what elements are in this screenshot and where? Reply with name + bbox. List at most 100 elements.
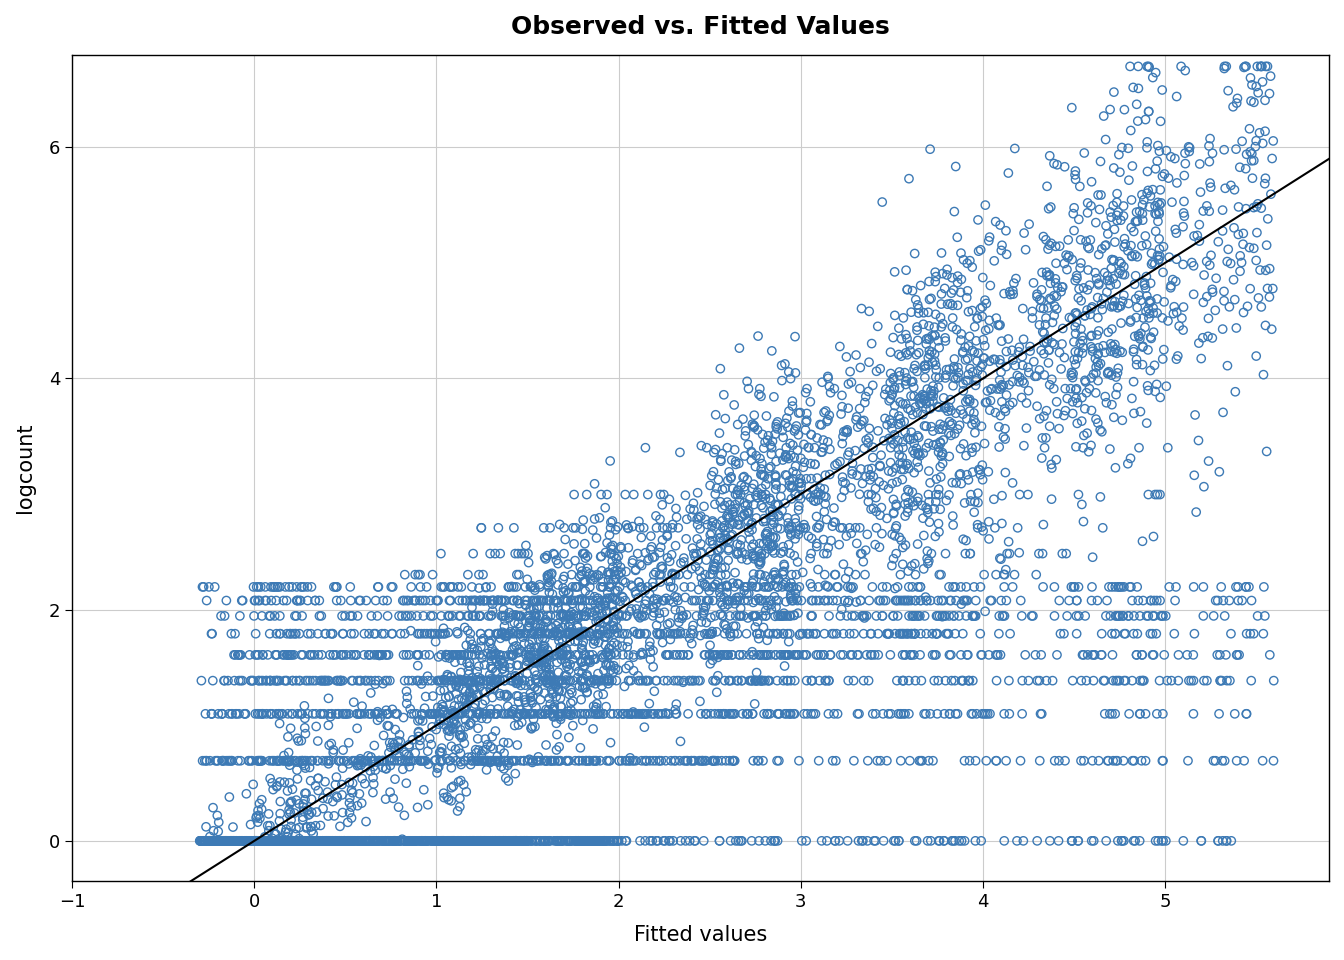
Point [258, 833, 280, 849]
Point [1257, 59, 1278, 74]
Point [1048, 238, 1070, 253]
Point [1111, 609, 1133, 624]
Point [775, 416, 797, 431]
Point [444, 714, 465, 730]
Point [883, 382, 905, 397]
Point [402, 833, 423, 849]
Point [560, 833, 582, 849]
Point [1133, 673, 1154, 688]
Point [1145, 161, 1167, 177]
Point [1035, 232, 1056, 248]
Point [825, 753, 847, 768]
Point [1103, 84, 1125, 100]
Point [515, 707, 536, 722]
Point [804, 482, 825, 497]
Point [277, 833, 298, 849]
Point [789, 579, 810, 594]
Point [194, 833, 215, 849]
Point [735, 423, 757, 439]
Point [1192, 579, 1214, 594]
Point [641, 707, 663, 722]
Point [278, 833, 300, 849]
Point [343, 833, 364, 849]
Point [392, 761, 414, 777]
Point [1193, 268, 1215, 283]
Point [745, 673, 766, 688]
Point [396, 609, 418, 624]
Point [1168, 673, 1189, 688]
Point [316, 833, 337, 849]
Point [879, 431, 900, 446]
Point [1165, 274, 1187, 289]
Point [548, 673, 570, 688]
Point [425, 707, 446, 722]
Point [622, 663, 644, 679]
Point [1067, 416, 1089, 431]
Point [1159, 579, 1180, 594]
Point [538, 675, 559, 690]
Point [284, 833, 305, 849]
Point [250, 833, 271, 849]
Point [708, 472, 730, 488]
Point [661, 516, 683, 532]
Point [536, 600, 558, 615]
Point [348, 786, 370, 802]
Point [269, 775, 290, 790]
Point [448, 692, 469, 708]
Point [312, 833, 333, 849]
Point [657, 707, 679, 722]
Point [965, 753, 986, 768]
Point [661, 520, 683, 536]
Point [1183, 579, 1204, 594]
Point [745, 593, 766, 609]
Point [679, 673, 700, 688]
Point [297, 833, 319, 849]
Point [716, 509, 738, 524]
Point [679, 631, 700, 646]
Point [954, 340, 976, 355]
Point [431, 833, 453, 849]
Point [567, 647, 589, 662]
Point [204, 833, 226, 849]
Point [676, 608, 698, 623]
Point [789, 522, 810, 538]
Point [827, 593, 848, 609]
Point [1206, 271, 1227, 286]
Point [453, 673, 474, 688]
Point [450, 754, 472, 769]
Point [918, 464, 939, 479]
Point [371, 833, 392, 849]
Point [328, 753, 349, 768]
Point [801, 593, 823, 609]
Point [269, 806, 290, 822]
Point [460, 833, 481, 849]
Point [934, 609, 956, 624]
Point [292, 579, 313, 594]
Point [430, 833, 452, 849]
Point [215, 753, 237, 768]
Point [460, 684, 481, 700]
Point [1113, 239, 1134, 254]
Point [1183, 287, 1204, 302]
Point [378, 707, 399, 722]
Point [219, 753, 241, 768]
Point [1207, 833, 1228, 849]
Point [355, 759, 376, 775]
Point [1000, 626, 1021, 641]
Point [895, 377, 917, 393]
Point [1254, 609, 1275, 624]
Point [372, 753, 394, 768]
Point [433, 833, 454, 849]
Point [460, 715, 481, 731]
Point [461, 641, 482, 657]
Point [1058, 248, 1079, 263]
Point [914, 357, 935, 372]
Point [595, 672, 617, 687]
Point [575, 753, 597, 768]
Point [577, 833, 598, 849]
Point [531, 644, 552, 660]
Point [899, 432, 921, 447]
Point [991, 395, 1012, 410]
Point [634, 596, 656, 612]
Point [517, 546, 539, 562]
